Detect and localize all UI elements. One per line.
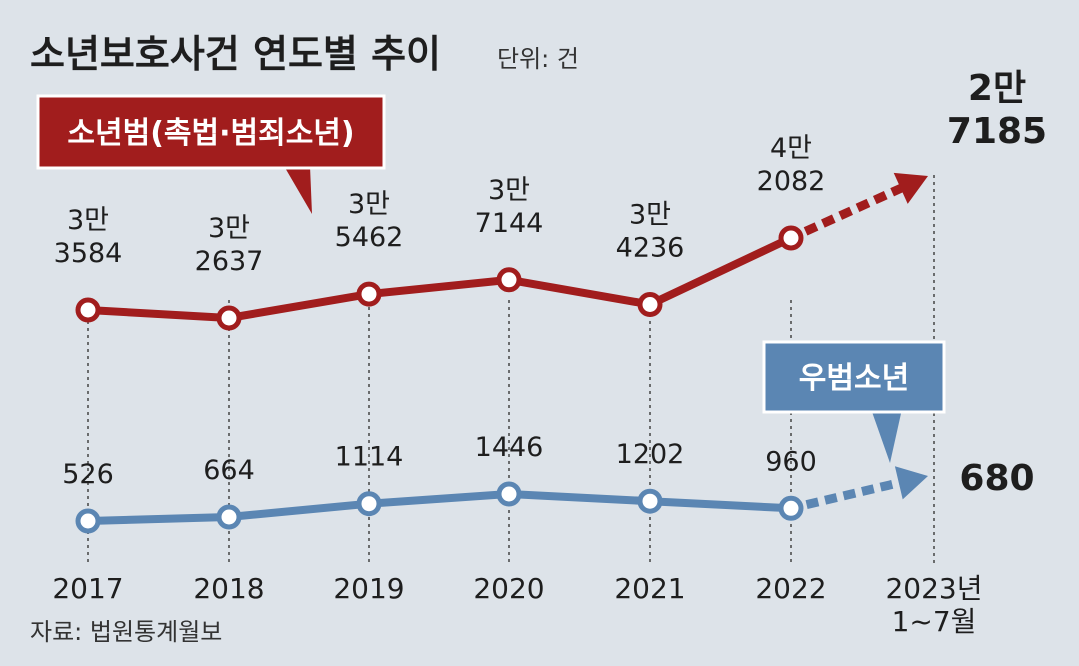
legend-pre-delinquent: 우범소년 <box>762 340 946 463</box>
x-tick-line: 2017 <box>52 572 123 605</box>
data-point <box>356 491 382 517</box>
data-point <box>778 225 804 251</box>
data-label-line: 7185 <box>947 111 1047 152</box>
data-label-line: 2만 <box>968 68 1026 109</box>
x-tick-line: 2022 <box>755 572 826 605</box>
data-label-line: 1446 <box>475 432 544 463</box>
series-juvenile-offenders <box>75 172 928 331</box>
data-label-line: 3만 <box>208 213 250 244</box>
data-point <box>637 488 663 514</box>
data-label-line: 680 <box>959 458 1034 499</box>
data-label-line: 1114 <box>335 442 404 473</box>
data-label: 680 <box>959 458 1034 499</box>
x-axis: 2017 2018 2019 2020 2021 2022 2023년 1~7월 <box>52 572 982 638</box>
data-label-line: 7144 <box>475 208 544 239</box>
data-label: 4만 2082 <box>757 133 826 197</box>
x-tick-label: 2020 <box>473 572 544 605</box>
data-label: 3만 7144 <box>475 175 544 239</box>
data-point <box>356 281 382 307</box>
data-label: 1202 <box>616 439 685 470</box>
legend-label: 우범소년 <box>799 361 909 396</box>
data-label: 3만 2637 <box>195 213 264 277</box>
data-label: 3만 4236 <box>616 200 685 264</box>
data-point <box>216 305 242 331</box>
projection-arrowhead <box>894 466 928 500</box>
unit-label: 단위: 건 <box>497 45 579 73</box>
legend-juvenile-offenders: 소년범(촉법·범죄소년) <box>36 94 386 214</box>
data-point <box>637 292 663 317</box>
data-label-line: 5462 <box>335 222 404 253</box>
x-tick-line: 2021 <box>614 572 685 605</box>
projection-arrowhead <box>893 172 928 204</box>
data-label-line: 1202 <box>616 439 685 470</box>
series-line <box>84 490 795 525</box>
chart-title: 소년보호사건 연도별 추이 <box>30 32 441 76</box>
data-label-line: 2637 <box>195 246 264 277</box>
legend-pointer <box>284 166 312 214</box>
legend-box <box>762 340 946 414</box>
data-label-line: 3만 <box>348 189 390 220</box>
data-point <box>496 481 522 507</box>
data-series <box>75 172 928 534</box>
data-label-line: 4만 <box>770 133 812 164</box>
data-label: 3만 5462 <box>335 189 404 253</box>
data-label: 1114 <box>335 442 404 473</box>
data-label: 960 <box>765 446 817 477</box>
series-line <box>84 234 795 322</box>
data-label-line: 3만 <box>488 175 530 206</box>
data-label-line: 2082 <box>757 166 826 197</box>
data-label-line: 664 <box>203 455 255 486</box>
series-pre-delinquent <box>75 466 928 534</box>
x-tick-line: 2020 <box>473 572 544 605</box>
x-tick-label: 2017 <box>52 572 123 605</box>
x-tick-label: 2023년 1~7월 <box>885 572 982 638</box>
data-label-line: 3만 <box>67 205 109 236</box>
data-label: 526 <box>62 459 114 490</box>
source-note: 자료: 법원통계월보 <box>30 618 222 646</box>
x-tick-label: 2021 <box>614 572 685 605</box>
data-label-line: 3만 <box>629 200 671 231</box>
legend-box <box>36 94 386 170</box>
legend-pointer <box>871 409 902 463</box>
series-legends: 소년범(촉법·범죄소년) 우범소년 <box>36 94 946 463</box>
data-point <box>75 508 101 534</box>
data-point <box>496 267 522 293</box>
data-point <box>778 495 804 521</box>
x-tick-line: 2023년 <box>885 572 982 605</box>
x-tick-label: 2018 <box>193 572 264 605</box>
data-label-line: 960 <box>765 446 817 477</box>
projection-line <box>805 478 902 509</box>
legend-label: 소년범(촉법·범죄소년) <box>67 116 354 151</box>
data-point <box>75 297 101 323</box>
data-label: 664 <box>203 455 255 486</box>
data-label-line: 526 <box>62 459 114 490</box>
data-label: 1446 <box>475 432 544 463</box>
data-label: 2만 7185 <box>947 68 1047 152</box>
data-label-line: 4236 <box>616 233 685 264</box>
data-label: 3만 3584 <box>54 205 123 269</box>
x-tick-line: 1~7월 <box>892 605 977 638</box>
data-label-line: 3584 <box>54 238 123 269</box>
x-tick-line: 2019 <box>333 572 404 605</box>
x-tick-line: 2018 <box>193 572 264 605</box>
data-point <box>216 504 242 530</box>
x-tick-label: 2019 <box>333 572 404 605</box>
x-tick-label: 2022 <box>755 572 826 605</box>
